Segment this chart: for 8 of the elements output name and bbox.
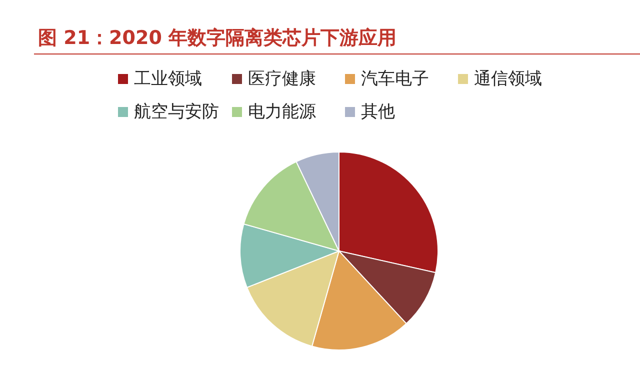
legend-label: 航空与安防 <box>134 102 219 122</box>
legend-label: 电力能源 <box>248 102 316 122</box>
chart-title: 图 21：2020 年数字隔离类芯片下游应用 <box>38 27 397 49</box>
legend-label: 工业领域 <box>134 69 202 89</box>
legend-label: 汽车电子 <box>361 69 429 89</box>
legend-label: 通信领域 <box>474 69 542 89</box>
legend-label: 医疗健康 <box>248 69 316 89</box>
legend-label: 其他 <box>361 102 395 122</box>
